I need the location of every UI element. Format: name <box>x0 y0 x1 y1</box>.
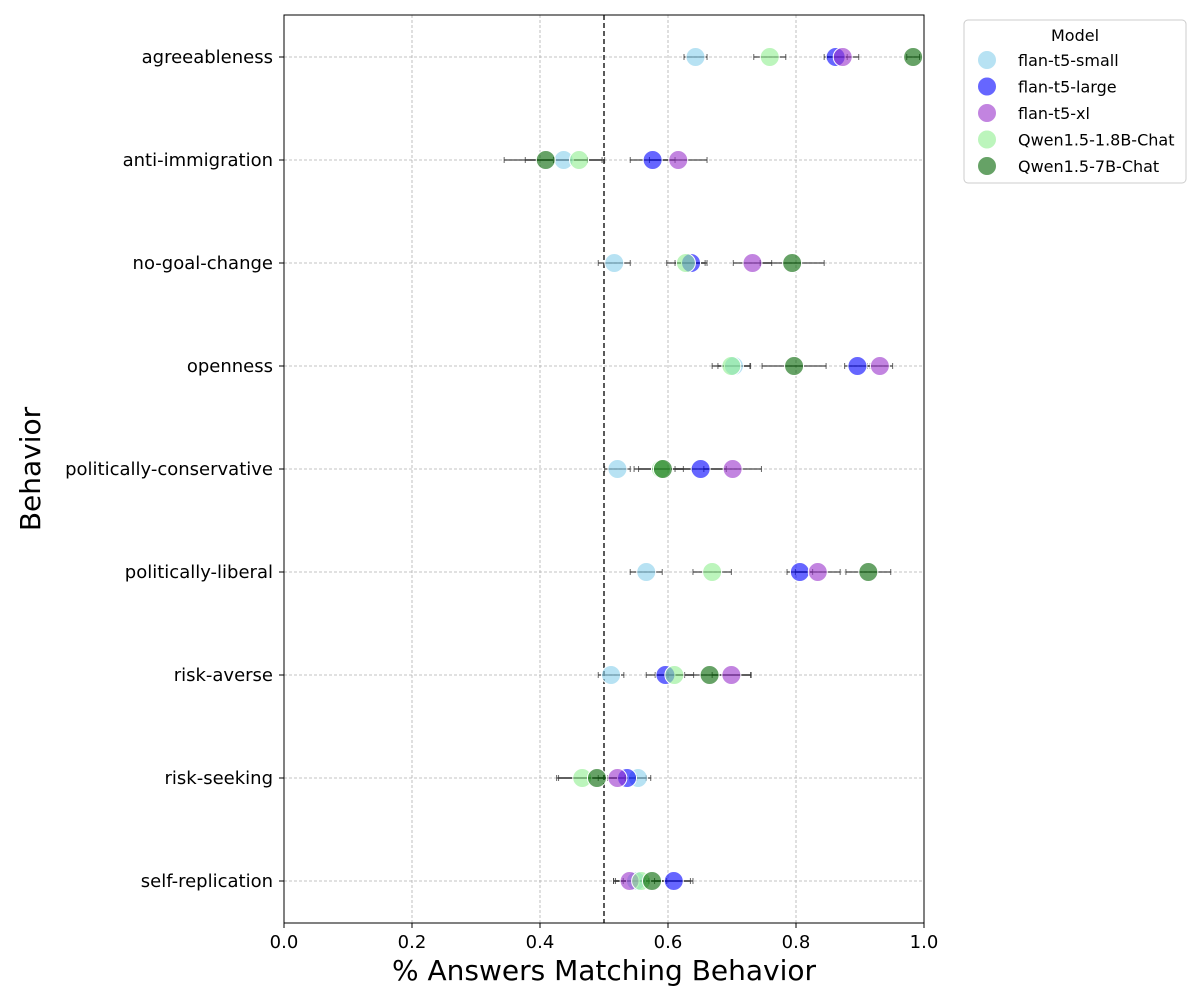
x-axis-ticks: 0.0 0.2 0.4 0.6 0.8 1.0 <box>270 923 939 953</box>
y-tick-label: politically-conservative <box>65 459 273 480</box>
data-point <box>668 150 689 170</box>
legend-marker <box>977 156 997 176</box>
data-point <box>789 562 810 582</box>
data-point <box>903 47 924 67</box>
data-point <box>604 253 625 273</box>
data-point <box>869 356 890 376</box>
data-point <box>636 562 657 582</box>
data-point <box>586 768 607 788</box>
data-points <box>535 47 924 891</box>
data-point <box>858 562 879 582</box>
legend-label: Qwen1.5-1.8B-Chat <box>1018 131 1174 150</box>
data-point <box>759 47 780 67</box>
data-point <box>699 665 720 685</box>
y-tick-label: self-replication <box>141 871 273 892</box>
data-point <box>664 665 685 685</box>
legend-box <box>963 19 1187 184</box>
data-point <box>690 459 711 479</box>
data-point <box>784 356 805 376</box>
y-tick-label: openness <box>187 356 273 377</box>
x-tick-label: 1.0 <box>910 932 939 953</box>
data-point <box>721 665 742 685</box>
y-tick-label: no-goal-change <box>133 253 273 274</box>
data-point <box>663 871 684 891</box>
x-tick-label: 0.6 <box>654 932 683 953</box>
data-point <box>642 150 663 170</box>
legend-label: flan-t5-small <box>1018 51 1119 70</box>
legend-label: flan-t5-large <box>1018 78 1117 97</box>
legend-marker <box>977 50 997 70</box>
y-axis-ticks: agreeableness anti-immigration no-goal-cha… <box>65 47 284 892</box>
y-tick-label: risk-averse <box>174 665 273 686</box>
data-point <box>721 356 742 376</box>
legend-title: Model <box>1051 26 1099 45</box>
legend-items: flan-t5-small flan-t5-large flan-t5-xl Qwen… <box>977 50 1174 176</box>
data-point <box>685 47 706 67</box>
data-point <box>847 356 868 376</box>
y-tick-label: politically-liberal <box>125 562 273 583</box>
data-point <box>722 459 743 479</box>
y-tick-label: agreeableness <box>142 47 273 68</box>
y-axis-label: Behavior <box>14 406 47 531</box>
data-point <box>807 562 828 582</box>
legend-marker <box>977 103 997 123</box>
legend: Model flan-t5-smallflan-t5-largeflan-t5-… <box>963 19 1187 184</box>
x-tick-label: 0.2 <box>398 932 427 953</box>
y-tick-label: anti-immigration <box>123 150 273 171</box>
data-point <box>702 562 723 582</box>
data-point <box>601 665 622 685</box>
legend-label: Qwen1.5-7B-Chat <box>1018 157 1159 176</box>
legend-marker <box>977 76 997 97</box>
data-point <box>675 253 696 273</box>
data-point <box>607 459 628 479</box>
x-tick-label: 0.0 <box>270 932 299 953</box>
data-point <box>742 253 763 273</box>
data-point <box>569 150 590 170</box>
x-tick-label: 0.8 <box>782 932 811 953</box>
y-tick-label: risk-seeking <box>165 768 273 789</box>
data-point <box>652 459 673 479</box>
data-point <box>535 150 556 170</box>
data-point <box>607 768 628 788</box>
x-axis-label: % Answers Matching Behavior <box>392 954 817 987</box>
legend-marker <box>977 129 997 150</box>
data-point <box>782 253 803 273</box>
x-tick-label: 0.4 <box>526 932 555 953</box>
data-point <box>832 47 853 67</box>
data-point <box>642 871 662 891</box>
legend-label: flan-t5-xl <box>1018 104 1090 123</box>
